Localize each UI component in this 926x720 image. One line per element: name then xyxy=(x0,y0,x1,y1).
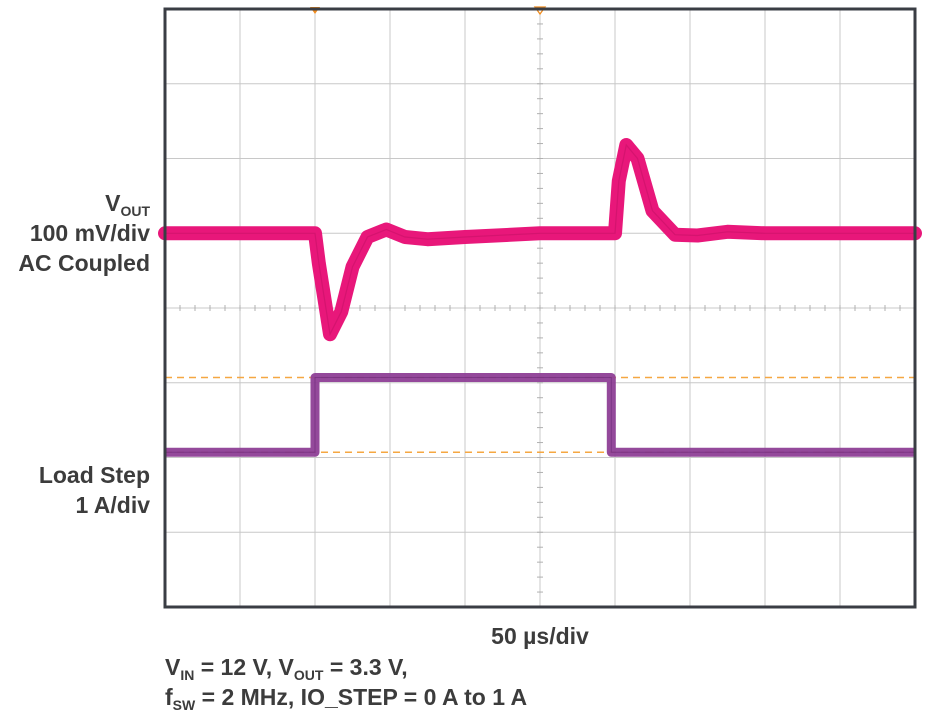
oscilloscope-display xyxy=(158,6,922,609)
vout-trace-core xyxy=(165,143,915,337)
load-step-trace-core xyxy=(165,377,915,453)
timebase-label: 50 µs/div xyxy=(491,623,589,649)
waveform-traces xyxy=(158,138,922,457)
channel-1-label: VOUT 100 mV/div AC Coupled xyxy=(0,188,150,278)
ch2-scale: 1 A/div xyxy=(75,492,150,518)
ch1-signal-name: VOUT xyxy=(105,190,150,219)
ch1-coupling: AC Coupled xyxy=(18,250,150,276)
ch1-scale: 100 mV/div xyxy=(29,220,150,246)
graticule-minor-ticks xyxy=(164,8,916,608)
conditions-line-1: VIN = 12 V, VOUT = 3.3 V, xyxy=(165,654,408,683)
conditions-line-2: fSW = 2 MHz, IO_STEP = 0 A to 1 A xyxy=(165,684,528,713)
channel-2-label: Load Step 1 A/div xyxy=(0,460,150,520)
ch2-signal-name: Load Step xyxy=(38,462,150,488)
test-conditions: VIN = 12 V, VOUT = 3.3 V, fSW = 2 MHz, I… xyxy=(165,652,527,712)
plot-frame xyxy=(163,7,917,609)
